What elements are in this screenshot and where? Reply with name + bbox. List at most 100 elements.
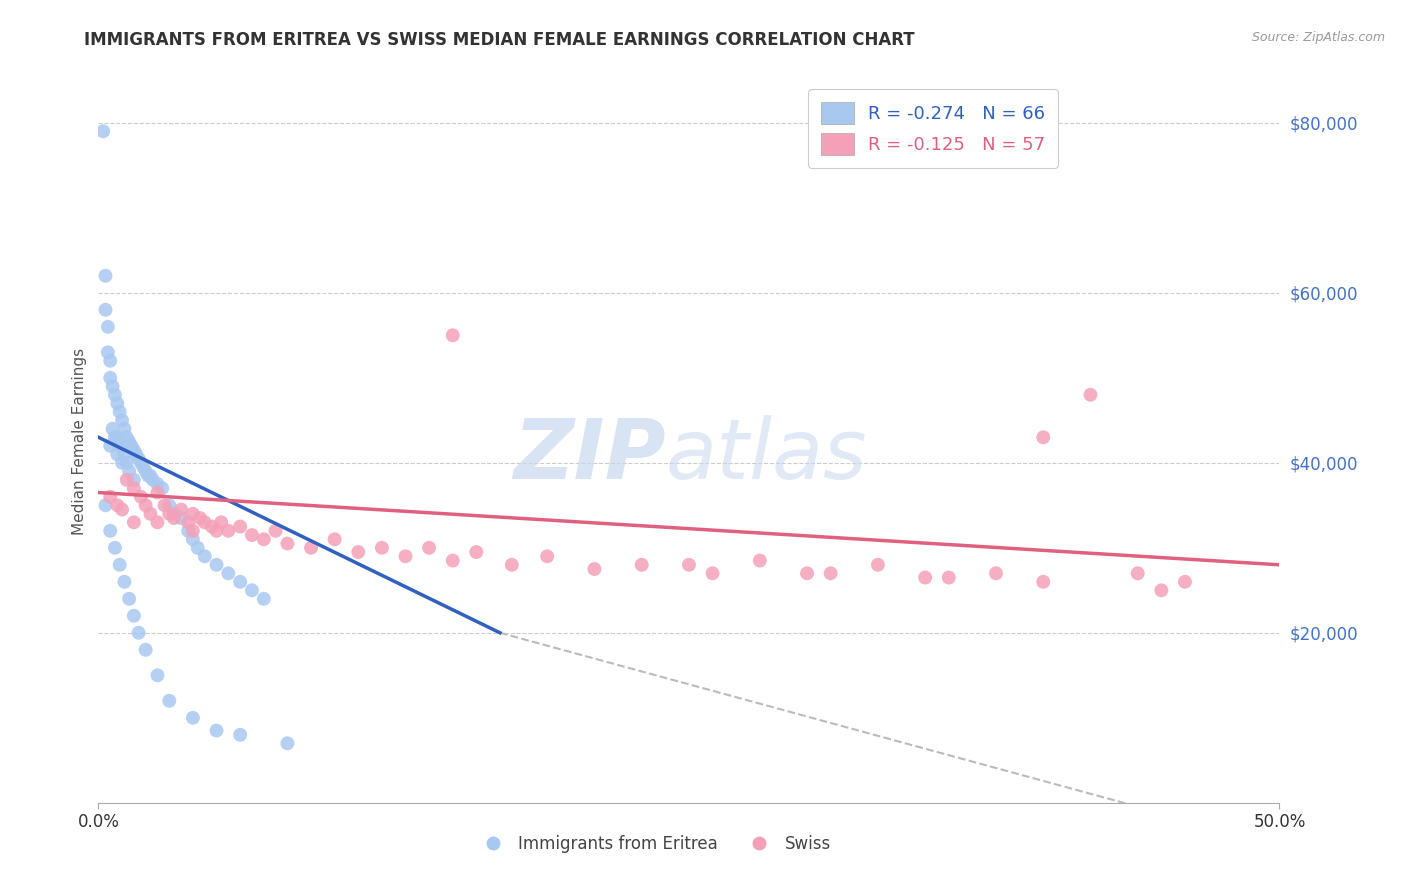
Point	[108, 558, 131, 572]
Point	[217, 566, 239, 581]
Point	[276, 536, 298, 550]
Point	[820, 566, 842, 581]
Point	[139, 468, 162, 483]
Point	[157, 507, 180, 521]
Point	[253, 591, 276, 606]
Point	[583, 562, 606, 576]
Point	[122, 443, 145, 458]
Point	[163, 507, 186, 521]
Point	[125, 447, 148, 461]
Text: atlas: atlas	[665, 416, 868, 497]
Point	[347, 545, 370, 559]
Point	[98, 439, 121, 453]
Point	[121, 439, 143, 453]
Point	[181, 533, 204, 547]
Point	[142, 473, 165, 487]
Point	[441, 328, 464, 343]
Point	[94, 268, 117, 283]
Point	[441, 553, 464, 567]
Point	[276, 736, 298, 750]
Point	[146, 516, 169, 530]
Point	[104, 388, 127, 402]
Point	[194, 516, 217, 530]
Point	[194, 549, 217, 564]
Point	[866, 558, 889, 572]
Point	[98, 353, 121, 368]
Point	[105, 430, 128, 444]
Point	[112, 422, 135, 436]
Point	[229, 574, 252, 589]
Point	[253, 533, 276, 547]
Point	[170, 502, 193, 516]
Point	[129, 490, 152, 504]
Point	[122, 608, 145, 623]
Point	[112, 447, 135, 461]
Point	[217, 524, 239, 538]
Point	[115, 456, 138, 470]
Point	[98, 490, 121, 504]
Point	[122, 481, 145, 495]
Point	[157, 498, 180, 512]
Point	[118, 464, 141, 478]
Point	[181, 711, 204, 725]
Point	[170, 511, 193, 525]
Point	[702, 566, 724, 581]
Point	[1174, 574, 1197, 589]
Point	[115, 430, 138, 444]
Legend: Immigrants from Eritrea, Swiss: Immigrants from Eritrea, Swiss	[470, 828, 838, 860]
Point	[1126, 566, 1149, 581]
Point	[157, 694, 180, 708]
Point	[129, 456, 152, 470]
Point	[938, 570, 960, 584]
Point	[188, 511, 211, 525]
Point	[128, 625, 150, 640]
Point	[118, 434, 141, 449]
Point	[153, 498, 176, 512]
Point	[181, 524, 204, 538]
Point	[150, 481, 173, 495]
Point	[135, 642, 157, 657]
Point	[104, 430, 127, 444]
Point	[630, 558, 652, 572]
Point	[1032, 574, 1054, 589]
Point	[177, 516, 200, 530]
Point	[205, 723, 228, 738]
Point	[135, 498, 157, 512]
Point	[111, 413, 134, 427]
Point	[371, 541, 394, 555]
Point	[146, 477, 169, 491]
Point	[97, 319, 120, 334]
Point	[139, 507, 162, 521]
Point	[240, 583, 263, 598]
Point	[209, 516, 232, 530]
Point	[115, 473, 138, 487]
Point	[91, 124, 114, 138]
Point	[135, 464, 157, 478]
Point	[1150, 583, 1173, 598]
Point	[108, 439, 131, 453]
Point	[299, 541, 322, 555]
Point	[163, 511, 186, 525]
Point	[122, 516, 145, 530]
Point	[1032, 430, 1054, 444]
Point	[108, 405, 131, 419]
Point	[146, 668, 169, 682]
Point	[205, 524, 228, 538]
Point	[1080, 388, 1102, 402]
Point	[536, 549, 558, 564]
Point	[111, 439, 134, 453]
Point	[914, 570, 936, 584]
Point	[984, 566, 1007, 581]
Point	[205, 558, 228, 572]
Point	[181, 507, 204, 521]
Point	[105, 498, 128, 512]
Text: ZIP: ZIP	[513, 416, 665, 497]
Point	[229, 728, 252, 742]
Point	[122, 473, 145, 487]
Point	[465, 545, 488, 559]
Point	[128, 451, 150, 466]
Point	[118, 591, 141, 606]
Point	[132, 460, 155, 475]
Point	[98, 371, 121, 385]
Point	[678, 558, 700, 572]
